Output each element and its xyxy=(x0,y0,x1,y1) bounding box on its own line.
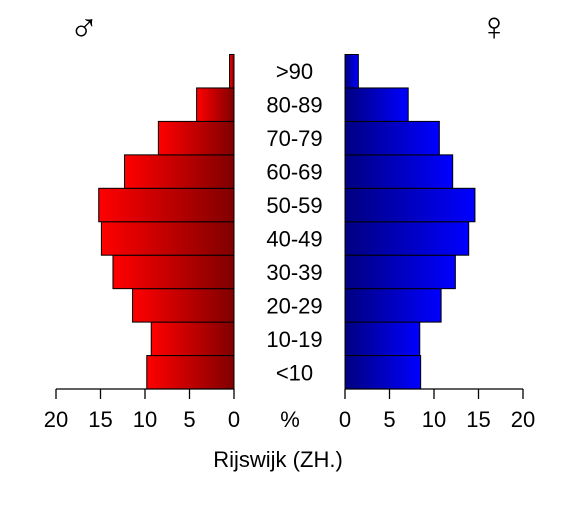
male-tick-label-2: 10 xyxy=(133,407,157,432)
x-axis-title: Rijswijk (ZH.) xyxy=(213,447,343,472)
female-bar-9 xyxy=(345,55,358,88)
female-tick-label-4: 20 xyxy=(511,407,535,432)
age-group-label-5: 50-59 xyxy=(266,193,322,218)
male-bar-9 xyxy=(230,55,234,88)
female-bar-5 xyxy=(345,188,475,221)
male-bar-5 xyxy=(99,188,234,221)
male-tick-label-0: 0 xyxy=(228,407,240,432)
female-bar-1 xyxy=(345,322,420,355)
male-bar-0 xyxy=(147,356,234,389)
age-group-label-7: 70-79 xyxy=(266,126,322,151)
age-group-labels: <10 10-19 20-29 30-39 40-49 50-59 60-69 70-79 80… xyxy=(266,59,322,385)
female-bars xyxy=(345,55,475,390)
age-group-label-1: 10-19 xyxy=(266,327,322,352)
age-group-label-0: <10 xyxy=(276,360,313,385)
male-tick-label-4: 20 xyxy=(44,407,68,432)
male-tick-label-3: 15 xyxy=(88,407,112,432)
male-tick-label-1: 5 xyxy=(183,407,195,432)
female-bar-0 xyxy=(345,356,421,389)
male-bar-6 xyxy=(125,155,234,188)
male-bar-4 xyxy=(101,222,234,255)
female-bar-3 xyxy=(345,255,455,288)
age-group-label-2: 20-29 xyxy=(266,293,322,318)
male-bar-8 xyxy=(197,88,234,121)
female-x-axis: 0 5 10 15 20 xyxy=(339,389,535,432)
female-tick-label-1: 5 xyxy=(383,407,395,432)
percent-axis-label: % xyxy=(280,407,300,432)
male-bar-1 xyxy=(151,322,234,355)
female-bar-2 xyxy=(345,289,441,322)
age-group-label-8: 80-89 xyxy=(266,93,322,118)
female-bar-7 xyxy=(345,121,439,154)
female-bar-4 xyxy=(345,222,469,255)
male-bar-3 xyxy=(113,255,234,288)
female-tick-label-3: 15 xyxy=(466,407,490,432)
male-bar-7 xyxy=(158,121,234,154)
female-tick-label-2: 10 xyxy=(422,407,446,432)
male-symbol-icon: ♂ xyxy=(69,5,99,49)
female-tick-label-0: 0 xyxy=(339,407,351,432)
male-x-axis: 0 5 10 15 20 xyxy=(44,389,240,432)
female-symbol-icon: ♀ xyxy=(479,5,509,49)
male-bars xyxy=(99,55,234,390)
age-group-label-6: 60-69 xyxy=(266,160,322,185)
age-group-label-3: 30-39 xyxy=(266,260,322,285)
female-bar-8 xyxy=(345,88,408,121)
male-bar-2 xyxy=(133,289,234,322)
age-group-label-4: 40-49 xyxy=(266,226,322,251)
female-bar-6 xyxy=(345,155,453,188)
age-group-label-9: >90 xyxy=(276,59,313,84)
